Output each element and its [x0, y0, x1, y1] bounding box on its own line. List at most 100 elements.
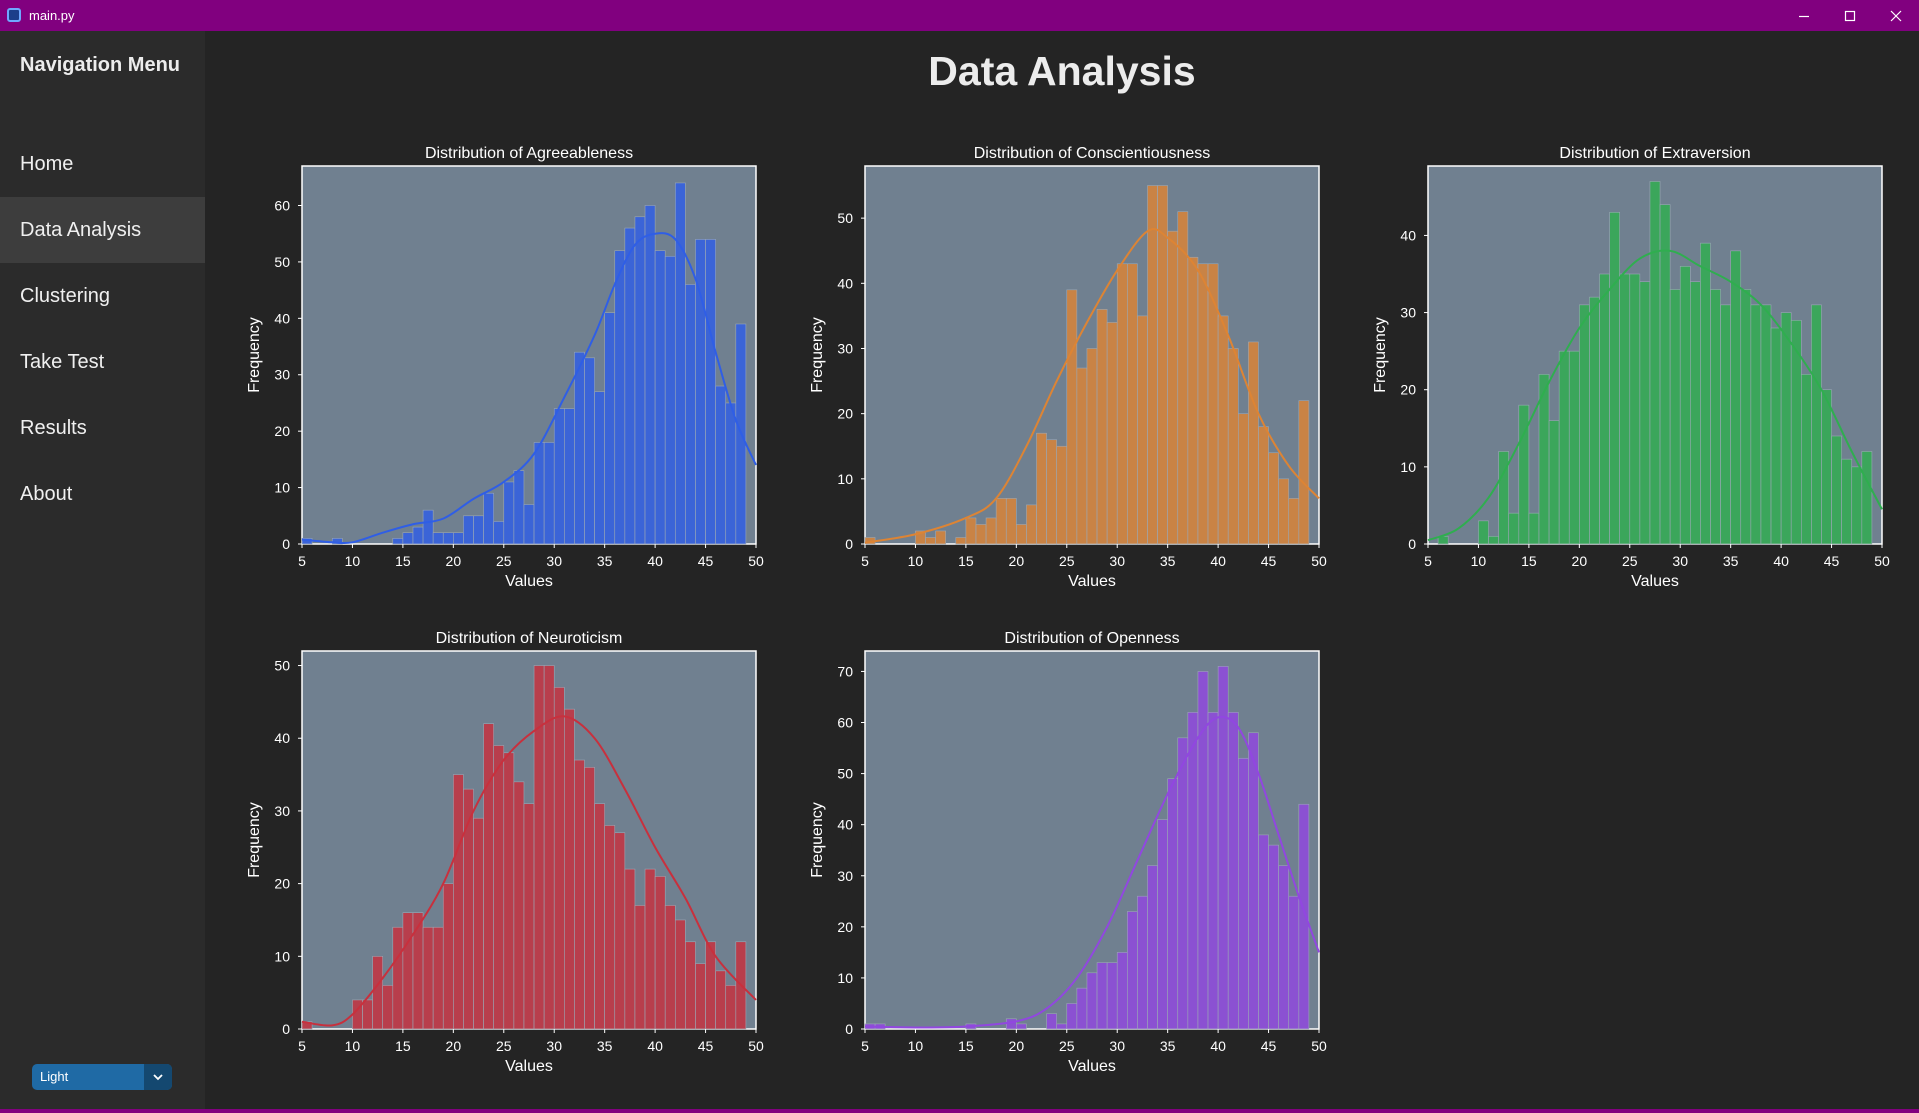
- sidebar-item-results[interactable]: Results: [0, 395, 205, 461]
- x-tick-label: 25: [1059, 553, 1075, 569]
- theme-mode-select[interactable]: Light: [32, 1064, 172, 1090]
- histogram-bar: [1187, 256, 1199, 545]
- histogram-bar: [584, 767, 595, 1030]
- x-tick-label: 30: [1672, 553, 1688, 569]
- histogram-bar: [1720, 304, 1731, 545]
- histogram-bar: [463, 515, 474, 545]
- minimize-icon[interactable]: [1781, 0, 1827, 31]
- histogram-bar: [382, 985, 394, 1030]
- histogram-bar: [1508, 512, 1520, 545]
- histogram-bar: [1669, 289, 1681, 545]
- x-tick-label: 5: [298, 553, 306, 569]
- histogram-bar: [1096, 962, 1108, 1030]
- x-tick-label: 15: [395, 553, 411, 569]
- x-tick-label: 10: [345, 1038, 361, 1054]
- histogram-bar: [664, 905, 676, 1030]
- histogram-bar: [1127, 263, 1138, 545]
- y-tick-label: 50: [837, 210, 853, 226]
- chart-agreeableness: Distribution of Agreeableness 5 10 15 20 25 30…: [240, 138, 780, 608]
- histogram-bar: [925, 537, 936, 545]
- histogram-bar: [1558, 350, 1570, 545]
- x-tick-label: 50: [1311, 1038, 1327, 1054]
- x-tick-label: 20: [1572, 553, 1588, 569]
- histogram-bar: [574, 759, 585, 1030]
- histogram-bar: [1780, 312, 1792, 545]
- histogram-bar: [1137, 895, 1148, 1030]
- y-tick-label: 20: [837, 919, 853, 935]
- histogram-bar: [634, 905, 646, 1030]
- y-tick-label: 30: [837, 868, 853, 884]
- histogram-bar: [1288, 498, 1300, 545]
- histogram-bar: [432, 926, 444, 1030]
- sidebar-item-about[interactable]: About: [0, 461, 205, 527]
- y-tick-label: 40: [837, 275, 853, 291]
- histogram-bar: [1740, 289, 1752, 545]
- chart-extraversion: Distribution of Extraversion 5 10 15 20 25 30 3…: [1366, 138, 1906, 608]
- histogram-bar: [392, 926, 404, 1030]
- x-tick-label: 20: [1009, 553, 1025, 569]
- histogram-bar: [1248, 732, 1259, 1030]
- histogram-bar: [553, 687, 565, 1030]
- histogram-bar: [1498, 451, 1510, 545]
- y-tick-label: 20: [837, 406, 853, 422]
- histogram-bar: [1619, 273, 1631, 545]
- sidebar-item-label: Take Test: [20, 350, 105, 373]
- histogram-bar: [1488, 535, 1499, 545]
- close-icon[interactable]: [1873, 0, 1919, 31]
- sidebar-item-data-analysis[interactable]: Data Analysis: [0, 197, 205, 263]
- histogram-bar: [1258, 834, 1269, 1030]
- histogram-bar: [1298, 803, 1310, 1030]
- sidebar-item-home[interactable]: Home: [0, 131, 205, 197]
- histogram-bar: [1278, 478, 1290, 545]
- y-tick-label: 20: [274, 876, 290, 892]
- x-tick-label: 25: [496, 1038, 512, 1054]
- chevron-down-icon[interactable]: [144, 1064, 172, 1090]
- histogram-bar: [1056, 1023, 1068, 1030]
- histogram-bar: [1730, 250, 1742, 545]
- histogram-bar: [1005, 1018, 1017, 1030]
- histogram-bar: [644, 868, 656, 1030]
- histogram-bar: [1700, 242, 1711, 545]
- sidebar-item-clustering[interactable]: Clustering: [0, 263, 205, 329]
- x-tick-label: 25: [1622, 553, 1638, 569]
- histogram-bar: [604, 825, 616, 1030]
- histogram-bar: [1851, 466, 1863, 545]
- x-tick-label: 40: [1210, 553, 1226, 569]
- x-tick-label: 20: [446, 1038, 462, 1054]
- histogram-bar: [965, 517, 977, 545]
- x-axis-label: Values: [505, 1058, 553, 1075]
- x-axis-label: Values: [1631, 573, 1679, 590]
- histogram-bar: [1629, 273, 1641, 545]
- histogram-bar: [685, 941, 696, 1030]
- chart-neuroticism: Distribution of Neuroticism 5 10 15 20 25 30 35…: [240, 623, 780, 1093]
- histogram-bar: [1197, 263, 1209, 545]
- histogram-bar: [372, 956, 384, 1030]
- histogram-bar: [473, 817, 484, 1030]
- histogram-bar: [362, 999, 373, 1030]
- histogram-bar: [1116, 263, 1128, 545]
- y-tick-label: 0: [1408, 536, 1416, 552]
- histogram-bar: [1599, 273, 1610, 545]
- histogram-bar: [1750, 304, 1762, 545]
- histogram-bar: [1649, 181, 1661, 545]
- histogram-bar: [715, 970, 727, 1030]
- x-tick-label: 10: [345, 553, 361, 569]
- kde-line: [864, 715, 1320, 1029]
- histogram-bar: [1137, 315, 1148, 545]
- y-tick-label: 10: [274, 480, 290, 496]
- histogram-bar: [503, 752, 515, 1030]
- y-tick-label: 30: [1400, 305, 1416, 321]
- y-tick-label: 0: [845, 536, 853, 552]
- sidebar-item-take-test[interactable]: Take Test: [0, 329, 205, 395]
- app-icon: [7, 8, 21, 22]
- x-axis-label: Values: [1068, 573, 1116, 590]
- histogram-bar: [533, 442, 545, 545]
- histogram-bar: [1237, 757, 1249, 1030]
- y-tick-label: 20: [1400, 382, 1416, 398]
- histogram-bar: [1528, 512, 1540, 545]
- x-tick-label: 5: [861, 553, 869, 569]
- chart-title: Distribution of Conscientiousness: [974, 145, 1211, 162]
- x-tick-label: 50: [748, 553, 764, 569]
- histogram-bar: [523, 803, 535, 1030]
- maximize-icon[interactable]: [1827, 0, 1873, 31]
